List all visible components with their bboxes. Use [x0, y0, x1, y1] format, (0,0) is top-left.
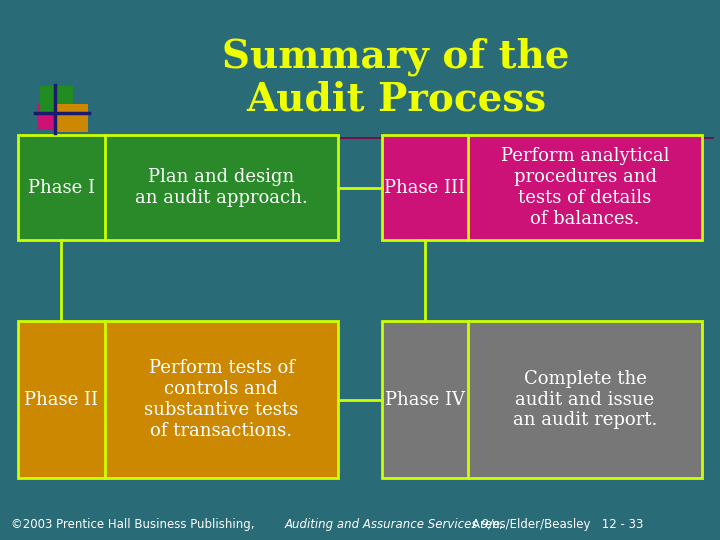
- Text: Audit Process: Audit Process: [246, 81, 546, 119]
- Text: Perform tests of
controls and
substantive tests
of transactions.: Perform tests of controls and substantiv…: [144, 360, 299, 440]
- Bar: [382, 321, 702, 478]
- Text: Arens/Elder/Beasley   12 - 33: Arens/Elder/Beasley 12 - 33: [472, 518, 643, 531]
- Text: Phase IV: Phase IV: [385, 390, 465, 409]
- Bar: [55, 104, 88, 132]
- Text: ©2003 Prentice Hall Business Publishing,  Auditing and Assurance Services 9/e,  : ©2003 Prentice Hall Business Publishing,…: [0, 539, 1, 540]
- Text: Complete the
audit and issue
an audit report.: Complete the audit and issue an audit re…: [513, 370, 657, 429]
- Text: Phase III: Phase III: [384, 179, 465, 197]
- Text: Phase I: Phase I: [28, 179, 95, 197]
- Text: ©2003 Prentice Hall Business Publishing,: ©2003 Prentice Hall Business Publishing,: [11, 518, 254, 531]
- Bar: [37, 104, 67, 130]
- Text: Perform analytical
procedures and
tests of details
of balances.: Perform analytical procedures and tests …: [501, 147, 670, 228]
- Bar: [382, 135, 702, 240]
- Bar: [18, 135, 338, 240]
- Text: Auditing and Assurance Services 9/e,: Auditing and Assurance Services 9/e,: [284, 518, 504, 531]
- Bar: [18, 321, 338, 478]
- Bar: [40, 86, 73, 114]
- Text: Summary of the: Summary of the: [222, 37, 570, 76]
- Text: Phase II: Phase II: [24, 390, 98, 409]
- Text: Plan and design
an audit approach.: Plan and design an audit approach.: [135, 168, 308, 207]
